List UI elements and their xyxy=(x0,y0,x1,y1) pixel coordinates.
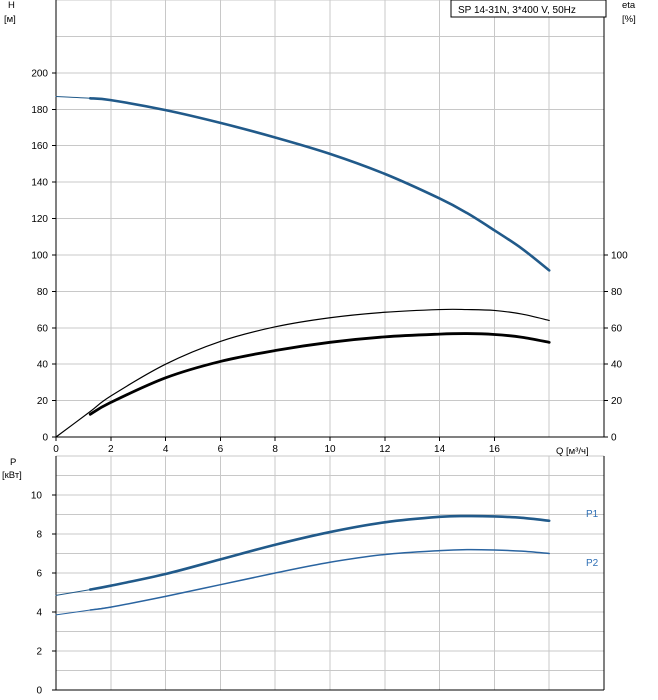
h-tick-label: 40 xyxy=(37,360,49,371)
eta-tick-label: 0 xyxy=(611,433,617,444)
series-label-p1: P1 xyxy=(586,509,599,520)
eta-tick-label: 80 xyxy=(611,287,623,298)
p-tick-label: 10 xyxy=(31,491,43,502)
h-tick-label: 80 xyxy=(37,287,49,298)
q-tick-label: 4 xyxy=(163,444,169,455)
h-tick-label: 140 xyxy=(31,178,48,189)
h-tick-label: 180 xyxy=(31,105,48,116)
q-axis-unit: Q [м³/ч] xyxy=(556,446,589,457)
eta-tick-label: 60 xyxy=(611,323,623,334)
eta-axis-label: eta xyxy=(622,0,636,11)
h-tick-label: 120 xyxy=(31,214,48,225)
h-tick-label: 200 xyxy=(31,68,48,79)
p-tick-label: 6 xyxy=(36,569,42,580)
tick-label-layer: 0204060801001201401601802000204060801000… xyxy=(31,68,628,696)
curve-layer xyxy=(55,96,551,616)
q-tick-label: 14 xyxy=(434,444,446,455)
h-tick-label: 100 xyxy=(31,250,48,261)
eta-tick-label: 100 xyxy=(611,251,628,262)
series-label-p2: P2 xyxy=(586,558,599,569)
p-tick-label: 4 xyxy=(36,608,42,619)
h-tick-label: 160 xyxy=(31,141,48,152)
q-tick-label: 2 xyxy=(108,444,114,455)
eta-curve-thick xyxy=(88,332,551,416)
eta-curve-thin xyxy=(55,308,550,438)
p1-curve xyxy=(88,514,551,591)
q-tick-label: 8 xyxy=(272,444,278,455)
q-tick-label: 6 xyxy=(218,444,224,455)
eta-tick-label: 40 xyxy=(611,360,623,371)
h-tick-label: 0 xyxy=(42,433,48,444)
q-tick-label: 0 xyxy=(53,444,59,455)
h-tick-label: 60 xyxy=(37,323,49,334)
title-box: SP 14-31N, 3*400 V, 50Hz xyxy=(450,0,607,18)
eta-axis-unit: [%] xyxy=(622,14,636,25)
chart-title: SP 14-31N, 3*400 V, 50Hz xyxy=(458,5,576,16)
q-tick-label: 12 xyxy=(379,444,391,455)
eta-tick-label: 20 xyxy=(611,396,623,407)
p-tick-label: 8 xyxy=(36,530,42,541)
h-axis-label: H xyxy=(8,0,15,11)
q-tick-label: 10 xyxy=(324,444,336,455)
q-tick-label: 16 xyxy=(489,444,501,455)
p-axis-label: P xyxy=(10,457,16,468)
p-tick-label: 2 xyxy=(36,647,42,658)
p-axis-unit: [кВт] xyxy=(2,470,22,481)
head-curve xyxy=(88,97,551,272)
axis-layer xyxy=(52,0,608,691)
h-tick-label: 20 xyxy=(37,396,49,407)
title-box-frame xyxy=(450,0,607,18)
p-tick-label: 0 xyxy=(36,686,42,697)
p2-curve xyxy=(89,548,550,611)
h-axis-unit: [м] xyxy=(4,14,16,25)
